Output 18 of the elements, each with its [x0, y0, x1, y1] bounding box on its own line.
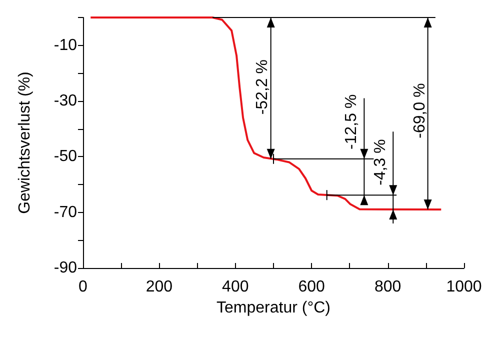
- x-tick-label: 600: [298, 278, 326, 296]
- y-tick-label: -90: [54, 260, 78, 276]
- annotation: -69,0 %: [411, 83, 428, 138]
- y-tick-label: -30: [54, 92, 78, 110]
- x-axis-title: Temperatur (°C): [216, 299, 330, 316]
- x-tick-label: 400: [222, 278, 249, 296]
- line-series: [90, 16, 442, 211]
- x-tick-label: 0: [78, 278, 88, 296]
- annotation: -12,5 %: [343, 94, 360, 150]
- annotation: -4,3 %: [372, 139, 390, 186]
- y-tick-label: -70: [54, 204, 78, 221]
- x-tick-label: 200: [146, 278, 173, 296]
- x-tick-label: 1000: [446, 278, 482, 296]
- annotation: -52,2 %: [254, 60, 271, 115]
- y-tick-label: -10: [54, 36, 78, 54]
- y-tick-label: -50: [54, 148, 78, 166]
- x-tick-label: 800: [374, 278, 402, 296]
- y-axis-title: Gewichtsverlust (%): [16, 72, 34, 214]
